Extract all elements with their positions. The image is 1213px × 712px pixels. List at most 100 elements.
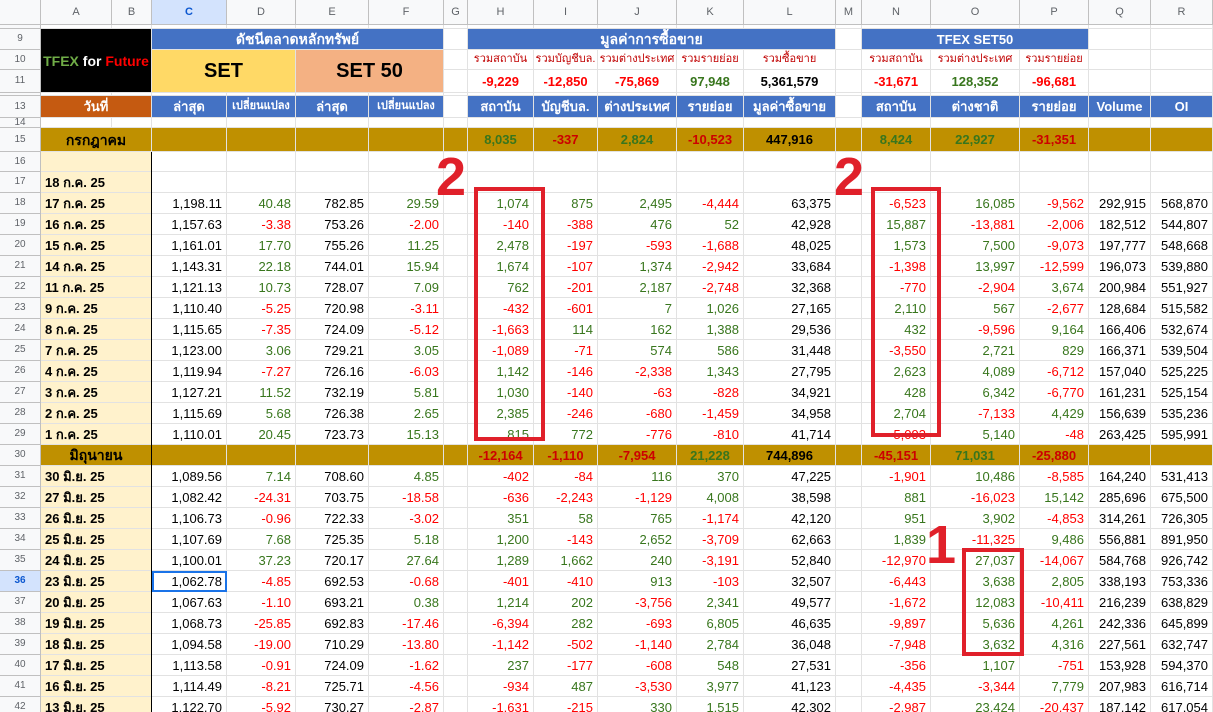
grid-cell[interactable] <box>296 172 369 193</box>
data-cell-e[interactable]: 692.53 <box>296 571 369 592</box>
grid-cell[interactable] <box>1089 70 1151 93</box>
date-cell[interactable]: 18 มิ.ย. 25 <box>41 634 152 655</box>
grid-cell[interactable] <box>836 118 862 128</box>
row-header-30[interactable]: 30 <box>0 445 41 466</box>
data-cell-j[interactable]: 476 <box>598 214 677 235</box>
data-cell-j[interactable]: 2,652 <box>598 529 677 550</box>
grid-cell[interactable] <box>534 25 598 29</box>
data-cell-r[interactable]: 645,899 <box>1151 613 1213 634</box>
month-cell-q[interactable] <box>1089 445 1151 466</box>
data-cell-q[interactable]: 161,231 <box>1089 382 1151 403</box>
data-cell-j[interactable]: 116 <box>598 466 677 487</box>
data-cell-n[interactable]: 881 <box>862 487 931 508</box>
summary-value-j[interactable]: -75,869 <box>598 70 677 93</box>
row-header-33[interactable]: 33 <box>0 508 41 529</box>
column-header-f[interactable]: F <box>369 0 444 25</box>
column-header-n[interactable]: N <box>862 0 931 25</box>
data-cell-p[interactable]: 4,429 <box>1020 403 1089 424</box>
grid-cell[interactable] <box>836 697 862 712</box>
data-cell-k[interactable]: -103 <box>677 571 744 592</box>
data-cell-k[interactable]: 4,008 <box>677 487 744 508</box>
grid-cell[interactable] <box>862 172 931 193</box>
data-cell-h[interactable]: -6,394 <box>468 613 534 634</box>
grid-cell[interactable] <box>1151 172 1213 193</box>
data-cell-l[interactable]: 31,448 <box>744 340 836 361</box>
grid-cell[interactable] <box>227 25 296 29</box>
grid-cell[interactable] <box>444 29 468 50</box>
data-cell-q[interactable]: 292,915 <box>1089 193 1151 214</box>
grid-cell[interactable] <box>1020 93 1089 96</box>
grid-cell[interactable] <box>836 424 862 445</box>
row-header-13[interactable]: 13 <box>0 96 41 118</box>
date-cell[interactable]: 2 ก.ค. 25 <box>41 403 152 424</box>
grid-cell[interactable] <box>152 172 227 193</box>
data-cell-k[interactable]: -1,459 <box>677 403 744 424</box>
data-cell-k[interactable]: -4,444 <box>677 193 744 214</box>
data-cell-l[interactable]: 42,302 <box>744 697 836 712</box>
grid-cell[interactable] <box>1020 118 1089 128</box>
data-cell-p[interactable]: -20,437 <box>1020 697 1089 712</box>
grid-cell[interactable] <box>836 152 862 172</box>
data-cell-j[interactable]: 1,374 <box>598 256 677 277</box>
data-cell-d[interactable]: -25.85 <box>227 613 296 634</box>
select-all-corner[interactable] <box>0 0 41 25</box>
grid-cell[interactable] <box>836 571 862 592</box>
row-header-40[interactable]: 40 <box>0 655 41 676</box>
data-cell-n[interactable]: -1,672 <box>862 592 931 613</box>
data-cell-f[interactable]: 3.05 <box>369 340 444 361</box>
data-cell-o[interactable]: 6,342 <box>931 382 1020 403</box>
row-header-9[interactable]: 9 <box>0 29 41 50</box>
data-cell-o[interactable]: 3,902 <box>931 508 1020 529</box>
data-cell-p[interactable]: 9,164 <box>1020 319 1089 340</box>
data-cell-j[interactable]: 765 <box>598 508 677 529</box>
data-cell-j[interactable]: 330 <box>598 697 677 712</box>
data-cell-e[interactable]: 692.83 <box>296 613 369 634</box>
data-cell-l[interactable]: 27,165 <box>744 298 836 319</box>
data-cell-r[interactable]: 595,991 <box>1151 424 1213 445</box>
grid-cell[interactable] <box>677 118 744 128</box>
grid-cell[interactable] <box>744 93 836 96</box>
data-cell-f[interactable]: -3.11 <box>369 298 444 319</box>
grid-cell[interactable] <box>744 172 836 193</box>
column-header-g[interactable]: G <box>444 0 468 25</box>
grid-cell[interactable] <box>296 93 369 96</box>
data-cell-l[interactable]: 34,958 <box>744 403 836 424</box>
month-cell-m[interactable] <box>836 128 862 152</box>
data-cell-p[interactable]: -9,073 <box>1020 235 1089 256</box>
month-cell-o[interactable]: 71,031 <box>931 445 1020 466</box>
data-cell-h[interactable]: -401 <box>468 571 534 592</box>
data-cell-l[interactable]: 33,684 <box>744 256 836 277</box>
data-cell-c[interactable]: 1,113.58 <box>152 655 227 676</box>
data-cell-c[interactable]: 1,114.49 <box>152 676 227 697</box>
grid-cell[interactable] <box>227 93 296 96</box>
grid-cell[interactable] <box>444 634 468 655</box>
grid-cell[interactable] <box>444 256 468 277</box>
data-cell-k[interactable]: 52 <box>677 214 744 235</box>
data-cell-c[interactable]: 1,127.21 <box>152 382 227 403</box>
data-cell-r[interactable]: 617,054 <box>1151 697 1213 712</box>
date-cell[interactable]: 15 ก.ค. 25 <box>41 235 152 256</box>
data-cell-d[interactable]: -0.91 <box>227 655 296 676</box>
grid-cell[interactable] <box>1151 152 1213 172</box>
data-cell-k[interactable]: 1,515 <box>677 697 744 712</box>
data-cell-i[interactable]: -143 <box>534 529 598 550</box>
data-cell-q[interactable]: 166,406 <box>1089 319 1151 340</box>
month-cell-f[interactable] <box>369 445 444 466</box>
data-cell-j[interactable]: 2,495 <box>598 193 677 214</box>
data-cell-h[interactable]: -1,631 <box>468 697 534 712</box>
column-header-j[interactable]: J <box>598 0 677 25</box>
data-cell-n[interactable]: -5,093 <box>862 424 931 445</box>
row-header-27[interactable]: 27 <box>0 382 41 403</box>
row-header-26[interactable]: 26 <box>0 361 41 382</box>
data-cell-f[interactable]: 5.81 <box>369 382 444 403</box>
data-cell-i[interactable]: -601 <box>534 298 598 319</box>
data-cell-o[interactable]: -7,133 <box>931 403 1020 424</box>
grid-cell[interactable] <box>836 508 862 529</box>
data-cell-f[interactable]: 2.65 <box>369 403 444 424</box>
data-cell-h[interactable]: 1,674 <box>468 256 534 277</box>
grid-cell[interactable] <box>744 152 836 172</box>
grid-cell[interactable] <box>836 676 862 697</box>
data-cell-h[interactable]: -1,142 <box>468 634 534 655</box>
grid-cell[interactable] <box>1151 29 1213 50</box>
data-cell-n[interactable]: 15,887 <box>862 214 931 235</box>
